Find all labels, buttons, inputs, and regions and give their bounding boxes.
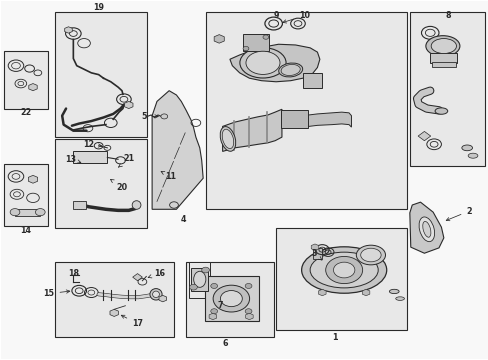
Text: 18: 18	[68, 269, 79, 278]
Text: 17: 17	[121, 315, 142, 328]
Circle shape	[10, 208, 20, 216]
Bar	[204, 276, 259, 321]
Ellipse shape	[418, 217, 434, 242]
Text: 7: 7	[217, 301, 223, 310]
Ellipse shape	[430, 39, 456, 54]
Ellipse shape	[388, 289, 398, 294]
Bar	[188, 262, 210, 298]
Circle shape	[35, 208, 45, 216]
Text: 19: 19	[93, 3, 104, 12]
Polygon shape	[222, 109, 282, 152]
Bar	[73, 202, 86, 208]
Bar	[281, 111, 307, 128]
Bar	[302, 73, 322, 88]
Ellipse shape	[152, 291, 159, 297]
Circle shape	[210, 309, 217, 314]
Circle shape	[244, 283, 251, 288]
Bar	[431, 62, 455, 67]
Bar	[191, 267, 207, 291]
Circle shape	[243, 46, 248, 51]
Circle shape	[189, 284, 197, 290]
Ellipse shape	[434, 108, 447, 114]
Ellipse shape	[220, 127, 235, 151]
Circle shape	[333, 262, 354, 278]
Text: 15: 15	[43, 289, 70, 298]
Text: 2: 2	[446, 207, 471, 221]
Text: 11: 11	[161, 171, 176, 181]
Ellipse shape	[278, 63, 302, 77]
Text: 14: 14	[20, 225, 31, 234]
Ellipse shape	[360, 248, 380, 262]
Text: 9: 9	[273, 11, 278, 20]
Bar	[243, 33, 268, 51]
Circle shape	[263, 35, 268, 39]
Bar	[4, 164, 47, 226]
Ellipse shape	[301, 247, 386, 293]
Text: 4: 4	[181, 215, 186, 224]
Ellipse shape	[132, 201, 141, 209]
Text: 3: 3	[311, 249, 321, 260]
Circle shape	[210, 283, 217, 288]
Bar	[186, 262, 273, 337]
Bar	[276, 228, 407, 330]
Ellipse shape	[245, 51, 280, 75]
Ellipse shape	[309, 252, 377, 288]
Bar	[4, 51, 47, 109]
Polygon shape	[229, 44, 319, 82]
Polygon shape	[302, 112, 351, 127]
Polygon shape	[152, 91, 203, 209]
Ellipse shape	[220, 291, 242, 307]
Ellipse shape	[461, 145, 471, 151]
Text: 10: 10	[283, 11, 309, 23]
Bar	[55, 12, 147, 137]
Ellipse shape	[281, 64, 300, 76]
Bar	[205, 12, 407, 208]
Ellipse shape	[222, 129, 233, 149]
Bar	[73, 152, 107, 163]
Ellipse shape	[213, 285, 249, 312]
Circle shape	[161, 114, 167, 119]
Circle shape	[325, 256, 362, 284]
Ellipse shape	[356, 245, 385, 265]
Circle shape	[244, 309, 251, 314]
Text: 13: 13	[65, 155, 81, 164]
Ellipse shape	[395, 297, 404, 300]
Text: 8: 8	[445, 11, 450, 20]
Bar	[55, 139, 147, 228]
Circle shape	[201, 267, 209, 273]
Text: 20: 20	[110, 179, 127, 192]
Ellipse shape	[467, 153, 477, 158]
Text: 1: 1	[331, 333, 337, 342]
Bar	[312, 248, 322, 259]
Bar	[429, 53, 457, 63]
Bar	[409, 12, 484, 166]
Text: 6: 6	[222, 339, 227, 348]
Polygon shape	[409, 202, 443, 253]
Text: 5: 5	[141, 112, 158, 121]
Text: 22: 22	[20, 108, 31, 117]
Ellipse shape	[422, 221, 430, 237]
Ellipse shape	[150, 289, 162, 300]
Text: 21: 21	[119, 154, 135, 167]
Ellipse shape	[240, 48, 285, 78]
Ellipse shape	[425, 36, 459, 57]
Text: 12: 12	[83, 140, 102, 149]
Bar	[55, 262, 174, 337]
Text: 16: 16	[148, 269, 164, 278]
Ellipse shape	[193, 271, 205, 287]
Bar	[15, 208, 40, 216]
